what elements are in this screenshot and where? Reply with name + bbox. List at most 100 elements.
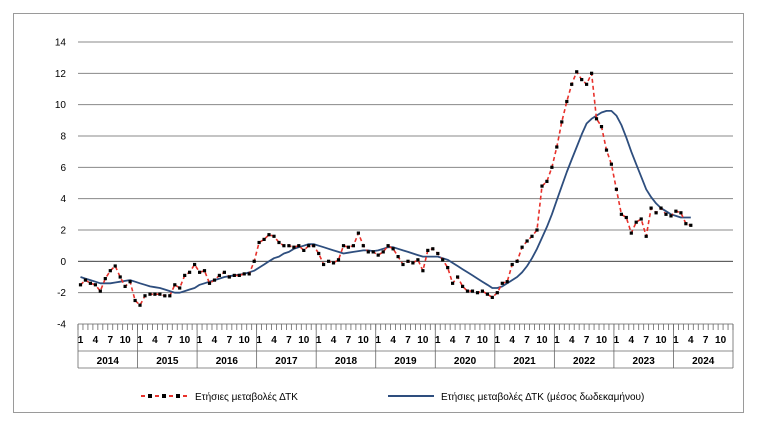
data-point-cpi-annual-change — [98, 289, 102, 293]
y-tick-label: 12 — [55, 69, 67, 80]
data-point-cpi-annual-change — [133, 298, 137, 303]
x-tick-label-month: 1 — [316, 335, 322, 346]
x-tick-label-year: 2018 — [335, 356, 358, 367]
x-tick-label-month: 10 — [120, 335, 132, 346]
x-tick-label-month: 4 — [271, 335, 277, 346]
data-point-cpi-annual-change — [198, 270, 202, 274]
data-point-cpi-annual-change — [465, 289, 470, 293]
data-point-cpi-annual-change — [644, 234, 648, 238]
data-point-cpi-annual-change — [123, 284, 127, 288]
data-point-cpi-annual-change — [614, 187, 618, 191]
y-tick-label: -2 — [57, 288, 66, 299]
x-tick-label-month: 10 — [298, 335, 310, 346]
data-point-cpi-annual-change — [178, 286, 182, 290]
data-point-cpi-annual-change — [193, 262, 197, 267]
data-point-cpi-annual-change — [336, 258, 341, 262]
data-point-cpi-annual-change — [485, 292, 489, 296]
data-point-cpi-annual-change — [287, 244, 291, 248]
data-point-cpi-annual-change — [103, 277, 107, 281]
data-point-cpi-annual-change — [639, 217, 643, 221]
x-tick-label-month: 1 — [256, 335, 262, 346]
x-tick-label-month: 7 — [346, 335, 352, 346]
x-tick-label-month: 1 — [554, 335, 560, 346]
data-point-cpi-annual-change — [302, 248, 306, 252]
legend-swatch-marker — [162, 394, 166, 398]
x-tick-label-year: 2021 — [513, 356, 536, 367]
x-tick-label-month: 1 — [614, 335, 620, 346]
data-point-cpi-annual-change — [540, 184, 544, 188]
x-tick-label-year: 2015 — [156, 356, 179, 367]
x-tick-label-month: 1 — [137, 335, 143, 346]
y-tick-label: 0 — [60, 257, 66, 268]
x-tick-label-month: 10 — [536, 335, 548, 346]
legend: Ετήσιες μεταβολές ΔΤΚ Ετήσιες μεταβολές … — [141, 391, 644, 403]
x-tick-label-year: 2017 — [275, 356, 298, 367]
data-point-cpi-annual-change — [520, 245, 524, 249]
x-tick-label-month: 10 — [239, 335, 251, 346]
x-tick-label-month: 7 — [107, 335, 113, 346]
data-point-cpi-annual-change — [113, 264, 117, 268]
legend-swatch-marker — [176, 394, 180, 398]
data-point-cpi-annual-change — [277, 240, 281, 245]
data-point-cpi-annual-change — [148, 292, 152, 296]
data-point-cpi-annual-change — [351, 244, 355, 248]
x-tick-label-month: 7 — [405, 335, 411, 346]
data-point-cpi-annual-change — [346, 245, 350, 249]
data-point-cpi-annual-change — [322, 262, 326, 267]
series-line-cpi-12m-average — [80, 110, 691, 294]
data-point-cpi-annual-change — [456, 275, 460, 279]
data-point-cpi-annual-change — [654, 211, 658, 215]
data-point-cpi-annual-change — [684, 222, 688, 226]
data-point-cpi-annual-change — [267, 233, 271, 237]
data-point-cpi-annual-change — [173, 283, 177, 287]
data-point-cpi-annual-change — [202, 269, 207, 273]
data-point-cpi-annual-change — [143, 294, 147, 298]
x-tick-label-month: 1 — [197, 335, 203, 346]
data-point-cpi-annual-change — [252, 259, 256, 263]
data-point-cpi-annual-change — [451, 281, 455, 285]
x-tick-label-month: 10 — [179, 335, 191, 346]
data-point-cpi-annual-change — [282, 244, 286, 248]
data-point-cpi-annual-change — [356, 231, 360, 235]
data-point-cpi-annual-change — [475, 291, 480, 295]
data-point-cpi-annual-change — [376, 253, 380, 257]
data-point-cpi-annual-change — [634, 220, 638, 224]
x-tick-label-month: 7 — [703, 335, 709, 346]
data-point-cpi-annual-change — [317, 251, 321, 256]
y-tick-label: 2 — [60, 226, 66, 237]
legend-label-cpi-12m-average: Ετήσιες μεταβολές ΔΤΚ (μέσος δωδεκαμήνου… — [441, 391, 644, 403]
x-tick-label-month: 10 — [596, 335, 608, 346]
data-point-cpi-annual-change — [669, 214, 673, 218]
x-tick-label-year: 2022 — [573, 356, 596, 367]
data-point-cpi-annual-change — [128, 280, 132, 284]
x-tick-label-month: 10 — [477, 335, 489, 346]
data-point-cpi-annual-change — [426, 248, 430, 252]
data-point-cpi-annual-change — [327, 259, 331, 263]
data-point-cpi-annual-change — [391, 247, 395, 251]
series-lines — [78, 70, 693, 307]
x-tick-label-year: 2016 — [216, 356, 239, 367]
legend-swatch-marker — [148, 394, 152, 398]
data-point-cpi-annual-change — [168, 294, 172, 298]
data-point-cpi-annual-change — [629, 231, 633, 235]
data-point-cpi-annual-change — [594, 117, 599, 121]
data-point-cpi-annual-change — [153, 292, 157, 296]
data-point-cpi-annual-change — [461, 284, 465, 288]
data-point-cpi-annual-change — [163, 294, 167, 298]
x-tick-label-year: 2020 — [454, 356, 477, 367]
legend-label-cpi-annual-change: Ετήσιες μεταβολές ΔΤΚ — [195, 391, 298, 403]
data-point-cpi-annual-change — [495, 291, 499, 295]
data-point-cpi-annual-change — [446, 266, 450, 270]
x-tick-label-month: 7 — [167, 335, 173, 346]
data-point-cpi-annual-change — [416, 258, 420, 262]
data-point-cpi-annual-change — [118, 275, 122, 279]
data-point-cpi-annual-change — [88, 281, 92, 285]
data-point-cpi-annual-change — [401, 262, 405, 267]
data-point-cpi-annual-change — [386, 244, 390, 248]
data-point-cpi-annual-change — [689, 223, 693, 227]
data-point-cpi-annual-change — [312, 244, 316, 248]
data-point-cpi-annual-change — [535, 228, 539, 232]
x-tick-label-month: 4 — [569, 335, 575, 346]
data-point-cpi-annual-change — [575, 70, 579, 74]
data-point-cpi-annual-change — [500, 281, 504, 285]
